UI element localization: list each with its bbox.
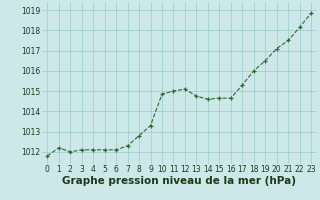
X-axis label: Graphe pression niveau de la mer (hPa): Graphe pression niveau de la mer (hPa) [62, 176, 296, 186]
